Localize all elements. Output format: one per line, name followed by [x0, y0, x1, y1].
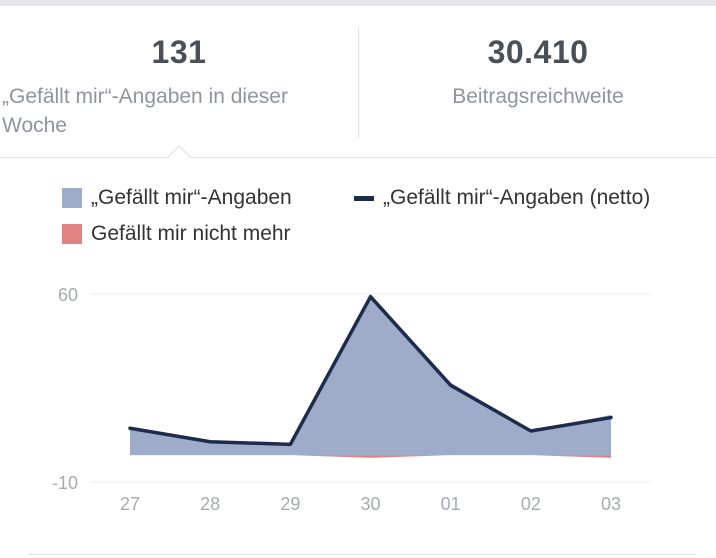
x-tick-label: 01	[441, 494, 461, 514]
legend-swatch-likes	[62, 188, 82, 208]
chart-legend: „Gefällt mir“-Angaben „Gefällt mir“-Anga…	[62, 184, 712, 254]
x-tick-label: 30	[360, 494, 380, 514]
x-tick-label: 27	[120, 494, 140, 514]
likes-stat[interactable]: 131 „Gefällt mir“-Angaben in dieser Woch…	[0, 6, 358, 158]
legend-swatch-unlikes	[62, 224, 82, 244]
likes-label: „Gefällt mir“-Angaben in dieser Woche	[2, 85, 288, 137]
legend-label-net-likes: „Gefällt mir“-Angaben (netto)	[383, 186, 651, 209]
x-tick-label: 02	[521, 494, 541, 514]
selected-tab-pointer	[167, 145, 191, 159]
likes-count: 131	[151, 34, 207, 70]
legend-item-unlikes[interactable]: Gefällt mir nicht mehr	[62, 222, 291, 246]
section-divider	[0, 157, 716, 158]
reach-label: Beitragsreichweite	[452, 85, 624, 108]
likes-area	[130, 294, 611, 456]
legend-item-likes[interactable]: „Gefällt mir“-Angaben	[62, 186, 292, 210]
x-tick-label: 28	[200, 494, 220, 514]
legend-label-likes: „Gefällt mir“-Angaben	[91, 186, 292, 209]
reach-count: 30.410	[487, 34, 589, 70]
reach-stat[interactable]: 30.410 Beitragsreichweite	[360, 6, 716, 158]
y-tick-label: 60	[58, 285, 78, 305]
y-tick-label: -10	[52, 473, 78, 493]
net-likes-line	[128, 294, 613, 447]
legend-label-unlikes: Gefällt mir nicht mehr	[91, 222, 291, 245]
top-border	[0, 0, 716, 6]
x-tick-label: 29	[280, 494, 300, 514]
likes-chart: 60 -10 27 28 29 30 01 02 03	[52, 285, 652, 514]
legend-item-net-likes[interactable]: „Gefällt mir“-Angaben (netto)	[354, 186, 650, 210]
legend-swatch-net-likes	[354, 195, 374, 201]
bottom-divider	[28, 554, 696, 555]
stats-divider	[358, 28, 359, 138]
stats-row: 131 „Gefällt mir“-Angaben in dieser Woch…	[0, 6, 716, 158]
unlikes-area	[130, 455, 611, 458]
x-tick-label: 03	[601, 494, 621, 514]
